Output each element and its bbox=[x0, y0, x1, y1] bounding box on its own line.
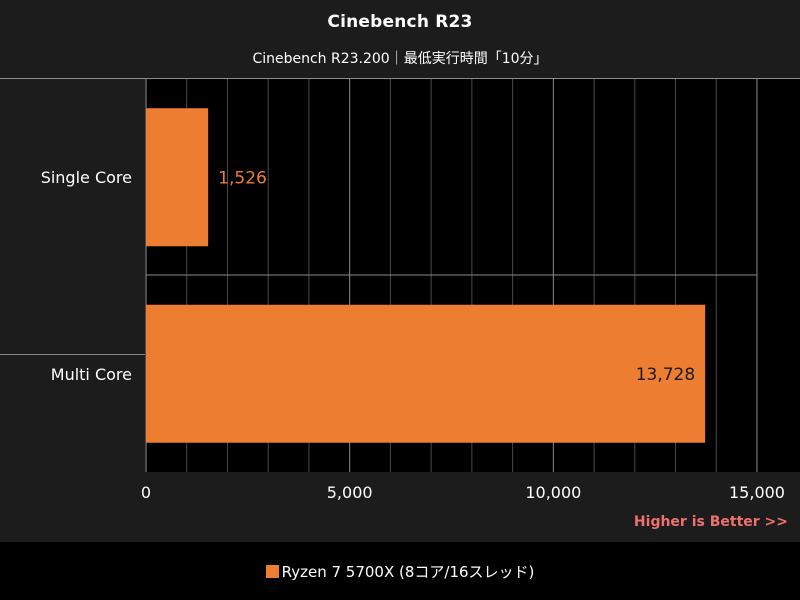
legend: Ryzen 7 5700X (8コア/16スレッド) bbox=[0, 561, 800, 582]
category-divider bbox=[0, 354, 145, 355]
data-label-multi-core: 13,728 bbox=[636, 365, 695, 385]
higher-is-better-note: Higher is Better >> bbox=[633, 514, 788, 530]
chart-title: Cinebench R23 bbox=[327, 12, 473, 32]
category-panel bbox=[0, 79, 145, 472]
chart-subtitle: Cinebench R23.200｜最低実行時間「10分」 bbox=[252, 51, 548, 67]
axis-band bbox=[0, 472, 800, 542]
legend-swatch bbox=[265, 565, 279, 578]
bar-multi-core bbox=[146, 304, 706, 443]
x-tick-label: 15,000 bbox=[729, 483, 785, 502]
legend-label: Ryzen 7 5700X (8コア/16スレッド) bbox=[281, 563, 535, 581]
x-tick-label: 0 bbox=[141, 483, 151, 502]
data-label-single-core: 1,526 bbox=[218, 168, 267, 188]
bar-single-core bbox=[146, 108, 209, 247]
chart-header: Cinebench R23 Cinebench R23.200｜最低実行時間「1… bbox=[0, 0, 800, 79]
x-tick-label: 5,000 bbox=[327, 483, 373, 502]
category-label-single-core: Single Core bbox=[40, 168, 132, 187]
category-label-multi-core: Multi Core bbox=[50, 365, 132, 384]
x-tick-label: 10,000 bbox=[525, 483, 581, 502]
